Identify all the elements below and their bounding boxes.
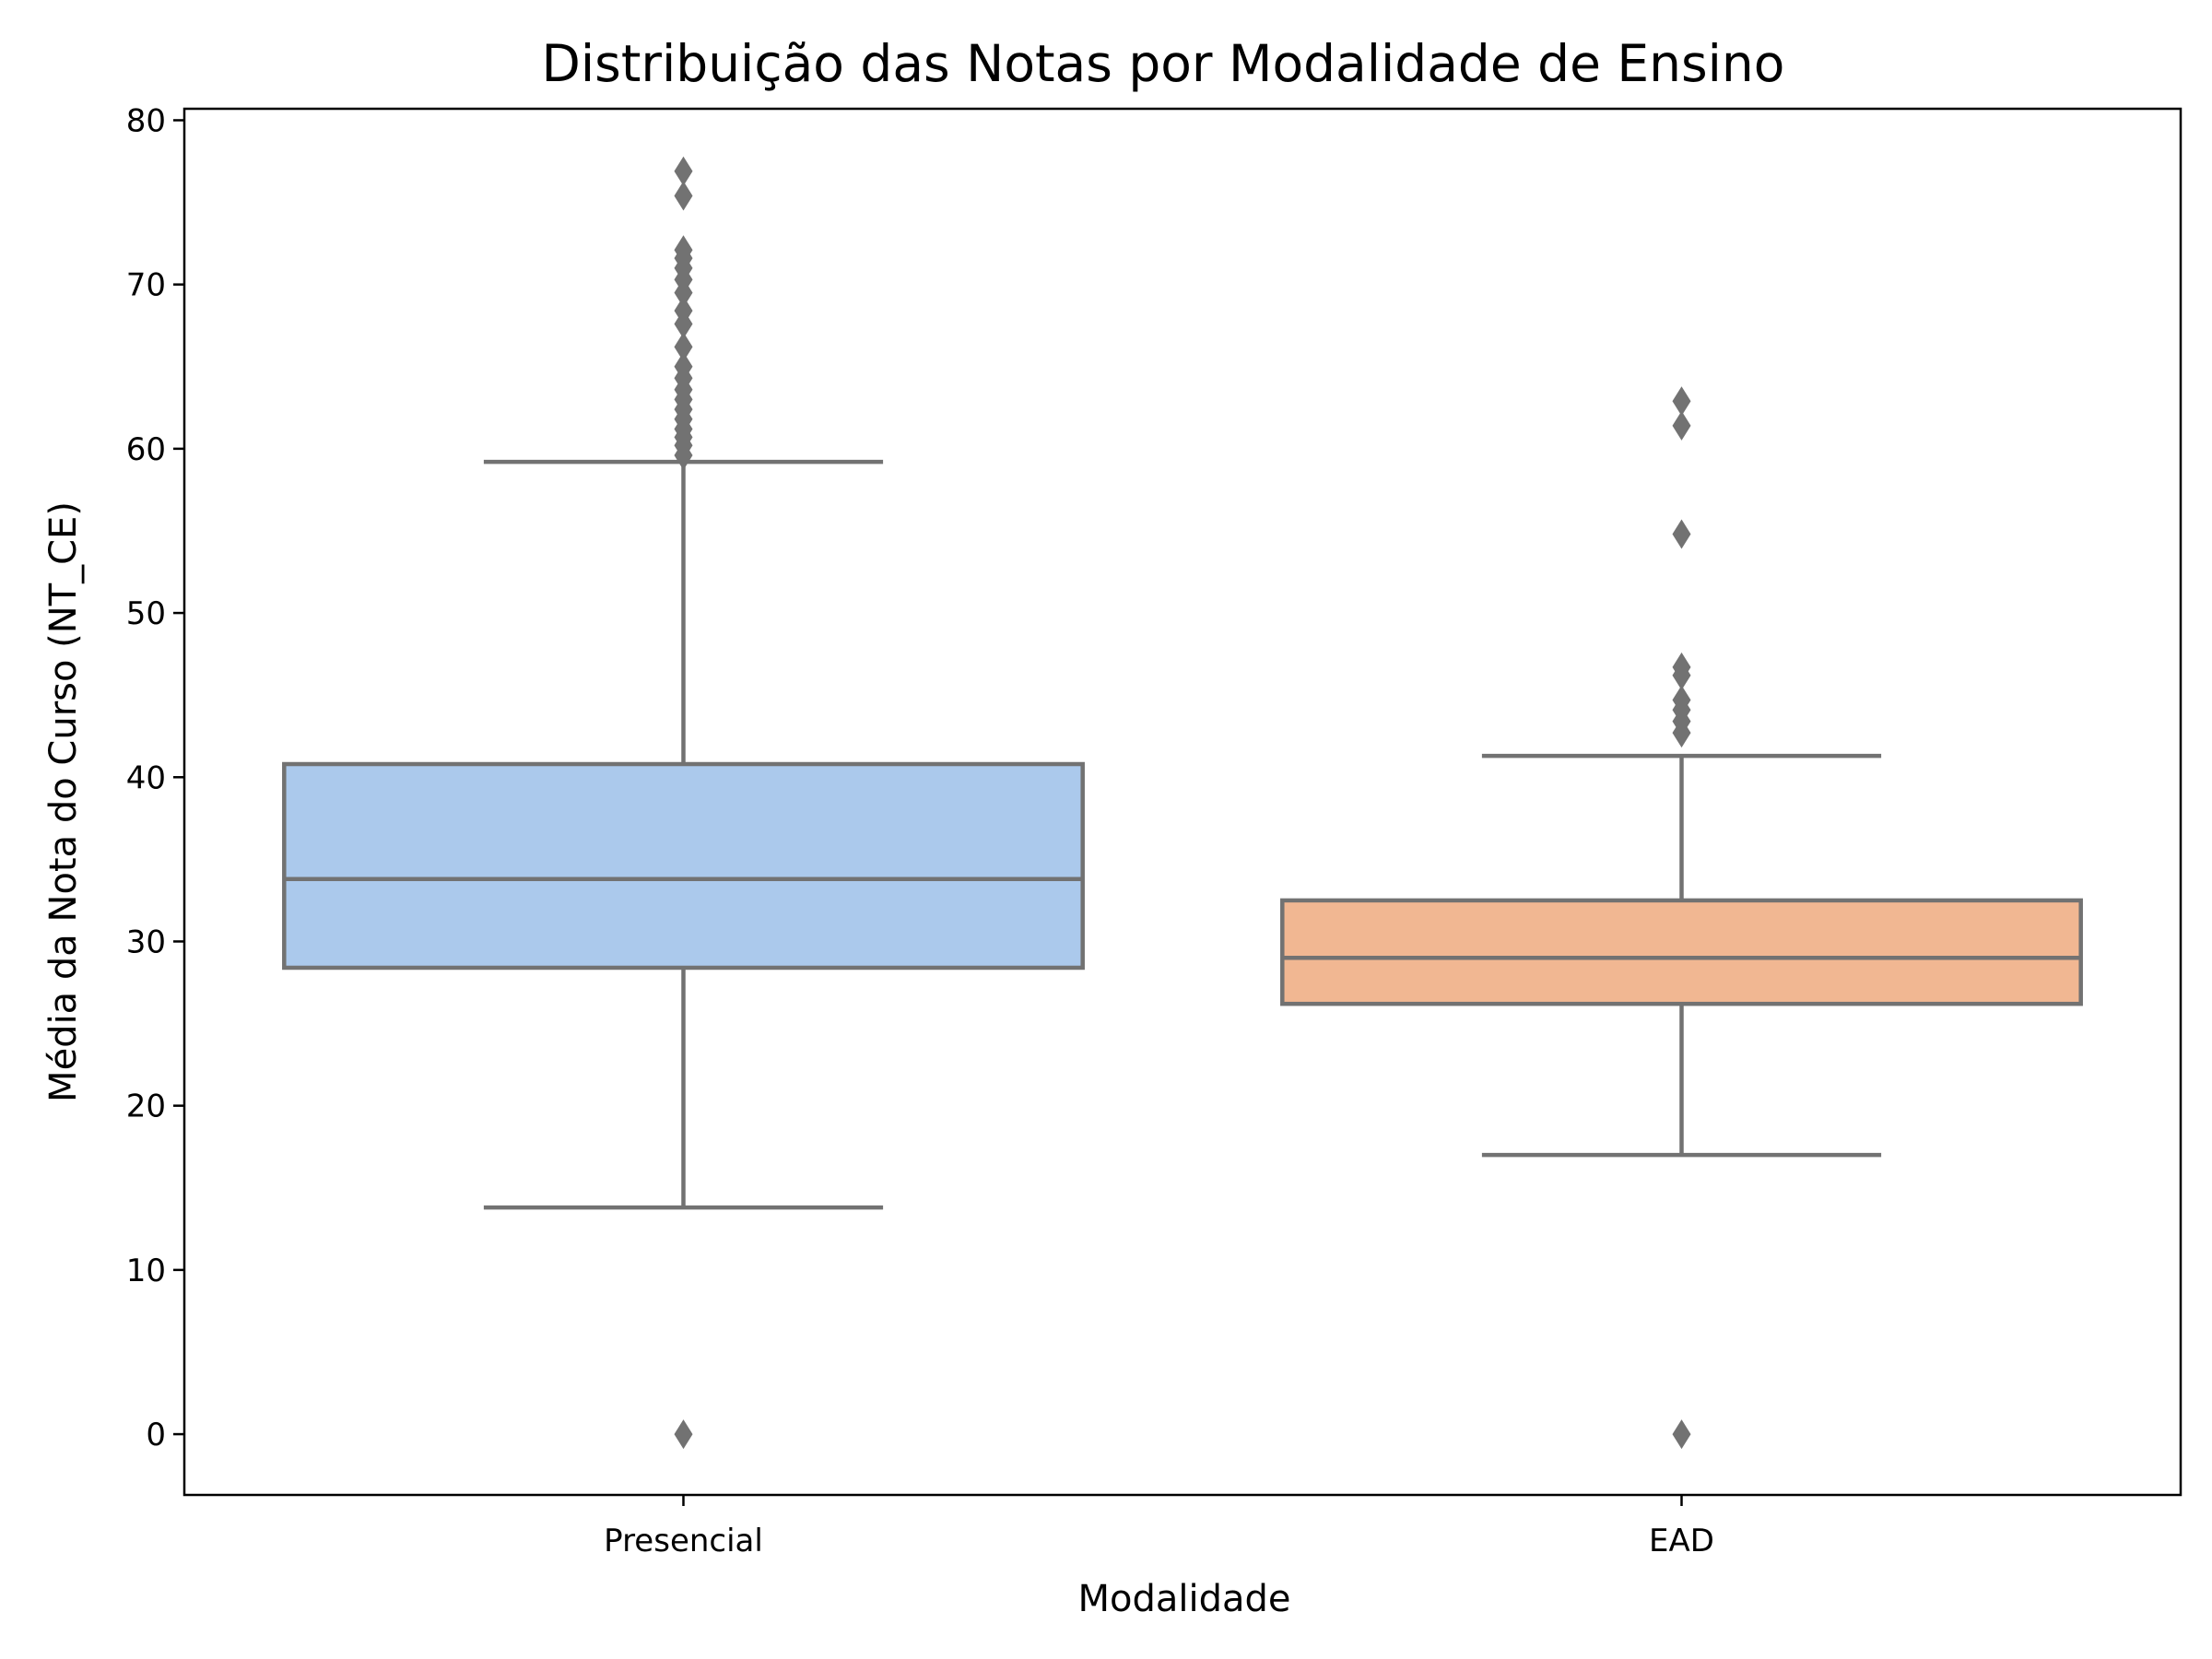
- outlier-point: [1672, 1419, 1691, 1450]
- y-axis-title: Média da Nota do Curso (NT_CE): [42, 501, 85, 1102]
- box-presencial: [282, 156, 1085, 1450]
- iqr-box: [1280, 898, 2083, 1006]
- outlier-point: [674, 351, 693, 382]
- outlier-point: [674, 1419, 693, 1450]
- outlier-point: [674, 332, 693, 362]
- y-axis: 0 10 20 30 40 50 60 70 80: [126, 102, 184, 1453]
- box-ead: [1280, 386, 2083, 1450]
- y-tick-label: 20: [126, 1088, 166, 1125]
- chart-title: Distribuição das Notas por Modalidade de…: [542, 34, 1785, 93]
- outlier-point: [1672, 652, 1691, 682]
- x-axis: Presencial EAD: [604, 1495, 1714, 1559]
- x-tick-label: Presencial: [604, 1523, 763, 1559]
- outlier-point: [1672, 685, 1691, 715]
- y-tick-label: 70: [126, 267, 166, 304]
- x-axis-title: Modalidade: [1077, 1578, 1290, 1620]
- outlier-point: [1672, 386, 1691, 417]
- y-tick-label: 60: [126, 431, 166, 468]
- x-tick-label: EAD: [1649, 1523, 1714, 1559]
- outlier-point: [1672, 410, 1691, 441]
- outlier-point: [674, 156, 693, 186]
- outlier-point: [674, 296, 693, 326]
- axes-frame: [182, 107, 2183, 1497]
- iqr-box: [282, 761, 1085, 971]
- y-tick-label: 80: [126, 102, 166, 139]
- y-tick-label: 10: [126, 1253, 166, 1289]
- y-tick-label: 40: [126, 759, 166, 796]
- y-tick-label: 30: [126, 924, 166, 960]
- outlier-point: [1672, 519, 1691, 549]
- outlier-point: [674, 181, 693, 211]
- plot-area: [282, 156, 2083, 1450]
- y-tick-label: 50: [126, 595, 166, 632]
- y-tick-label: 0: [146, 1417, 166, 1453]
- outlier-point: [674, 235, 693, 265]
